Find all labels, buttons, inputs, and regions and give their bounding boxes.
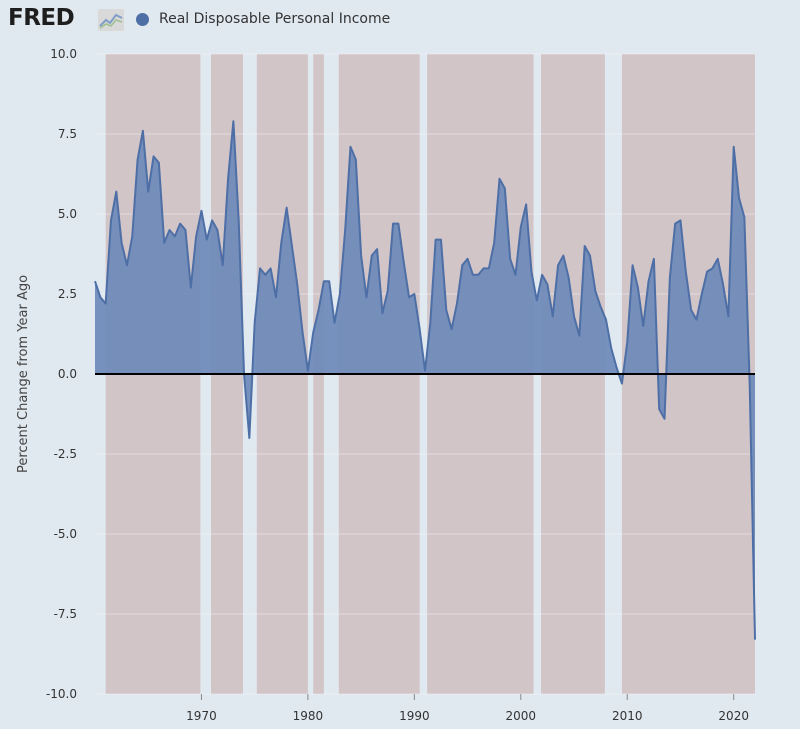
x-tick-label-1: 1980 <box>293 709 324 723</box>
y-tick-label-2: 5.0 <box>58 207 77 221</box>
legend-label[interactable]: Real Disposable Personal Income <box>159 11 391 27</box>
fred-logo[interactable]: FRED <box>8 5 75 31</box>
x-tick-label-5: 2020 <box>718 709 749 723</box>
x-tick-label-4: 2010 <box>612 709 643 723</box>
grid-lines <box>95 53 755 695</box>
chart-logo-icon <box>98 9 124 31</box>
y-tick-label-4: 0.0 <box>58 367 77 381</box>
x-axis-ticks: 1970 1980 1990 2000 2010 2020 <box>186 694 749 723</box>
y-tick-label-8: -10.0 <box>46 687 77 701</box>
y-tick-label-6: -5.0 <box>54 527 77 541</box>
y-tick-label-1: 7.5 <box>58 127 77 141</box>
chart-header: FRED Real Disposable Personal Income <box>0 0 800 40</box>
legend: Real Disposable Personal Income <box>136 11 390 27</box>
series-line-0 <box>94 120 756 640</box>
y-axis-label: Percent Change from Year Ago <box>16 275 31 473</box>
legend-marker-icon <box>136 12 149 26</box>
x-tick-label-3: 2000 <box>506 709 537 723</box>
y-tick-label-7: -7.5 <box>54 607 77 621</box>
y-tick-label-3: 2.5 <box>58 287 77 301</box>
y-tick-label-0: 10.0 <box>50 47 77 61</box>
y-axis-ticks: 10.0 7.5 5.0 2.5 0.0 -2.5 -5.0 -7.5 -10.0 <box>46 47 77 701</box>
series-group <box>94 120 756 640</box>
y-tick-label-5: -2.5 <box>54 447 77 461</box>
x-tick-label-0: 1970 <box>186 709 217 723</box>
x-tick-label-2: 1990 <box>399 709 430 723</box>
